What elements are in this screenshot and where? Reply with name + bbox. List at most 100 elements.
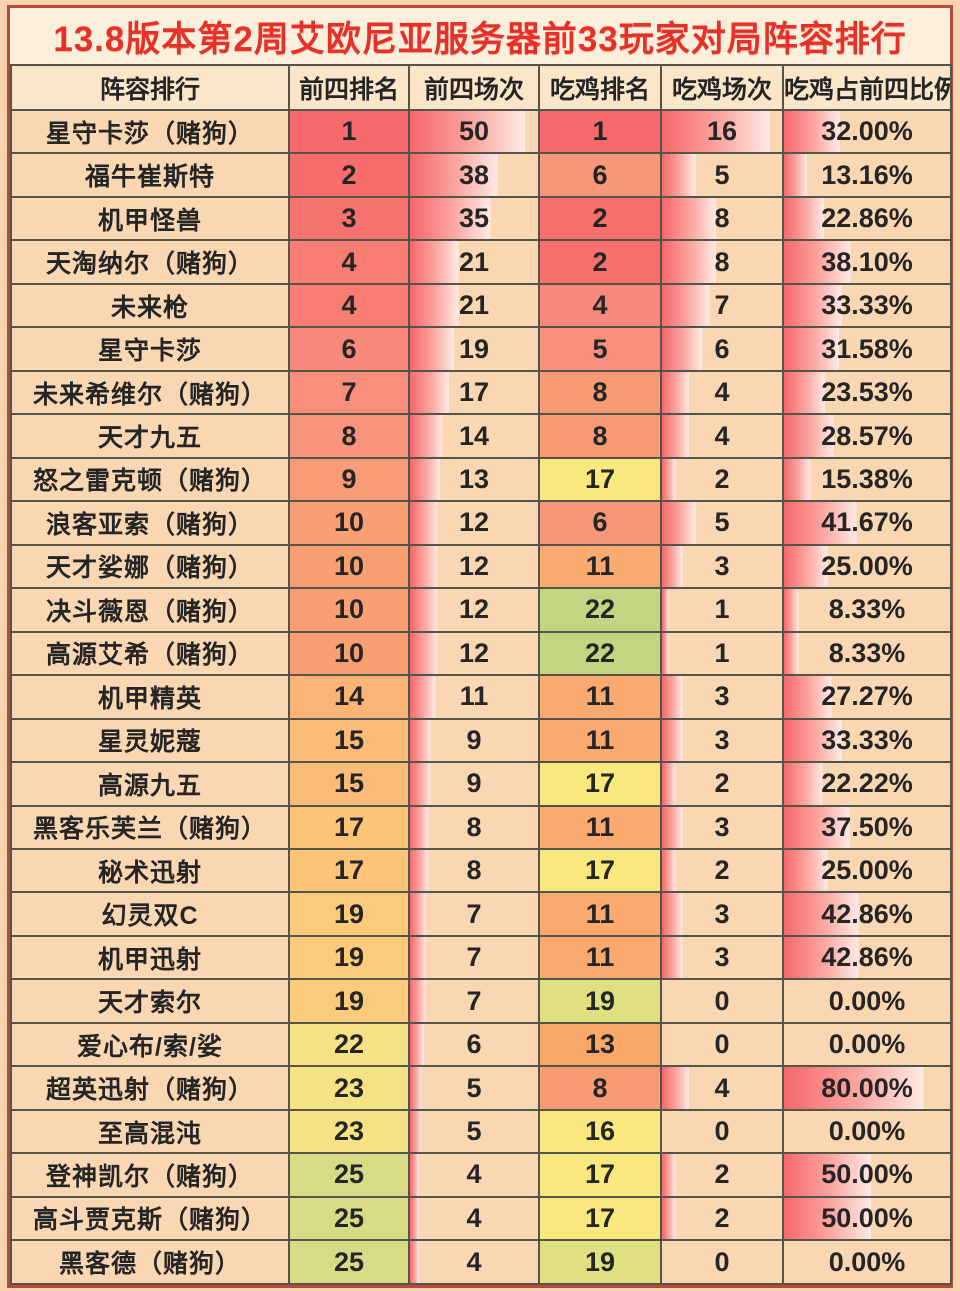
- column-header-top4-rank: 前四排名: [288, 64, 410, 111]
- chicken-games-cell: 2: [660, 1195, 784, 1242]
- chicken-ratio-cell: 8.33%: [782, 587, 952, 633]
- chicken-rank-cell: 11: [538, 804, 662, 850]
- table-row: 浪客亚索（赌狗） 10 12 6 5 41.67%: [10, 500, 952, 546]
- table-row: 超英迅射（赌狗） 23 5 8 4 80.00%: [10, 1065, 952, 1111]
- chicken-games-cell: 6: [660, 326, 784, 372]
- table-row: 福牛崔斯特 2 38 6 5 13.16%: [10, 152, 952, 198]
- top4-games-cell: 12: [408, 587, 540, 633]
- title-bar: 13.8版本第2周艾欧尼亚服务器前33玩家对局阵容排行: [10, 8, 950, 64]
- chicken-rank-cell: 17: [538, 1195, 662, 1242]
- chicken-ratio-cell: 27.27%: [782, 674, 952, 720]
- table-row: 天淘纳尔（赌狗） 4 21 2 8 38.10%: [10, 239, 952, 285]
- table-row: 决斗薇恩（赌狗） 10 12 22 1 8.33%: [10, 587, 952, 633]
- chicken-rank-cell: 17: [538, 456, 662, 503]
- top4-games-cell: 4: [408, 1152, 540, 1198]
- comp-name-cell: 未来希维尔（赌狗）: [10, 369, 290, 416]
- chicken-games-cell: 4: [660, 1065, 784, 1111]
- top4-games-cell: 38: [408, 152, 540, 198]
- table-row: 天才索尔 19 7 19 0 0.00%: [10, 978, 952, 1024]
- chicken-games-cell: 3: [660, 674, 784, 720]
- top4-games-cell: 21: [408, 239, 540, 285]
- comp-name-cell: 星守卡莎（赌狗）: [10, 108, 290, 155]
- comp-name-cell: 决斗薇恩（赌狗）: [10, 587, 290, 633]
- top4-games-cell: 8: [408, 804, 540, 850]
- chicken-rank-cell: 1: [538, 108, 662, 155]
- chicken-ratio-cell: 32.00%: [782, 108, 952, 155]
- top4-rank-cell: 15: [288, 761, 410, 807]
- chicken-rank-cell: 11: [538, 934, 662, 981]
- chicken-ratio-cell: 0.00%: [782, 1239, 952, 1285]
- table-row: 高源艾希（赌狗） 10 12 22 1 8.33%: [10, 630, 952, 677]
- top4-games-cell: 14: [408, 413, 540, 459]
- chicken-rank-cell: 17: [538, 761, 662, 807]
- table-row: 黑客德（赌狗） 25 4 19 0 0.00%: [10, 1239, 952, 1285]
- column-header-top4-games: 前四场次: [408, 64, 540, 111]
- column-header-chicken-ratio: 吃鸡占前四比例: [782, 64, 952, 111]
- top4-games-cell: 9: [408, 717, 540, 764]
- chicken-ratio-cell: 37.50%: [782, 804, 952, 850]
- table-row: 爱心布/索/娑 22 6 13 0 0.00%: [10, 1021, 952, 1068]
- comp-name-cell: 天才娑娜（赌狗）: [10, 543, 290, 590]
- chicken-ratio-cell: 41.67%: [782, 500, 952, 546]
- table-row: 天才娑娜（赌狗） 10 12 11 3 25.00%: [10, 543, 952, 590]
- top4-rank-cell: 7: [288, 369, 410, 416]
- table-row: 登神凯尔（赌狗） 25 4 17 2 50.00%: [10, 1152, 952, 1198]
- top4-games-cell: 6: [408, 1021, 540, 1068]
- table-row: 机甲怪兽 3 35 2 8 22.86%: [10, 195, 952, 242]
- chicken-games-cell: 2: [660, 1152, 784, 1198]
- top4-rank-cell: 4: [288, 239, 410, 285]
- table-body: 星守卡莎（赌狗） 1 50 1 16 32.00% 福牛崔斯特 2 38 6 5 13.16% 机甲怪兽…: [10, 108, 952, 1285]
- chicken-rank-cell: 22: [538, 630, 662, 677]
- chicken-games-cell: 4: [660, 369, 784, 416]
- top4-rank-cell: 23: [288, 1065, 410, 1111]
- chicken-ratio-cell: 42.86%: [782, 934, 952, 981]
- top4-rank-cell: 10: [288, 587, 410, 633]
- chicken-ratio-cell: 0.00%: [782, 978, 952, 1024]
- top4-rank-cell: 9: [288, 456, 410, 503]
- chicken-ratio-cell: 80.00%: [782, 1065, 952, 1111]
- chicken-rank-cell: 11: [538, 543, 662, 590]
- chicken-games-cell: 8: [660, 195, 784, 242]
- chicken-games-cell: 1: [660, 630, 784, 677]
- chicken-games-cell: 3: [660, 543, 784, 590]
- top4-games-cell: 5: [408, 1108, 540, 1155]
- table-row: 星灵妮蔻 15 9 11 3 33.33%: [10, 717, 952, 764]
- chicken-games-cell: 8: [660, 239, 784, 285]
- chicken-ratio-cell: 25.00%: [782, 847, 952, 894]
- comp-name-cell: 机甲迅射: [10, 934, 290, 981]
- table-row: 星守卡莎（赌狗） 1 50 1 16 32.00%: [10, 108, 952, 155]
- chicken-rank-cell: 22: [538, 587, 662, 633]
- chicken-rank-cell: 17: [538, 847, 662, 894]
- chicken-games-cell: 2: [660, 761, 784, 807]
- top4-rank-cell: 25: [288, 1195, 410, 1242]
- chicken-games-cell: 3: [660, 804, 784, 850]
- comp-name-cell: 秘术迅射: [10, 847, 290, 894]
- top4-rank-cell: 17: [288, 847, 410, 894]
- top4-rank-cell: 1: [288, 108, 410, 155]
- top4-rank-cell: 8: [288, 413, 410, 459]
- top4-games-cell: 7: [408, 934, 540, 981]
- top4-games-cell: 9: [408, 761, 540, 807]
- chicken-games-cell: 2: [660, 847, 784, 894]
- table-row: 机甲迅射 19 7 11 3 42.86%: [10, 934, 952, 981]
- top4-rank-cell: 14: [288, 674, 410, 720]
- comp-name-cell: 登神凯尔（赌狗）: [10, 1152, 290, 1198]
- top4-rank-cell: 2: [288, 152, 410, 198]
- column-header-chicken-games: 吃鸡场次: [660, 64, 784, 111]
- comp-name-cell: 黑客乐芙兰（赌狗）: [10, 804, 290, 850]
- chicken-ratio-cell: 33.33%: [782, 717, 952, 764]
- top4-rank-cell: 25: [288, 1239, 410, 1285]
- table-row: 高源九五 15 9 17 2 22.22%: [10, 761, 952, 807]
- comp-name-cell: 浪客亚索（赌狗）: [10, 500, 290, 546]
- comp-name-cell: 高源九五: [10, 761, 290, 807]
- chicken-games-cell: 1: [660, 587, 784, 633]
- chicken-ratio-cell: 25.00%: [782, 543, 952, 590]
- top4-games-cell: 4: [408, 1195, 540, 1242]
- comp-name-cell: 机甲精英: [10, 674, 290, 720]
- chicken-rank-cell: 2: [538, 239, 662, 285]
- chicken-ratio-cell: 22.86%: [782, 195, 952, 242]
- chicken-rank-cell: 19: [538, 978, 662, 1024]
- chicken-rank-cell: 8: [538, 413, 662, 459]
- top4-games-cell: 19: [408, 326, 540, 372]
